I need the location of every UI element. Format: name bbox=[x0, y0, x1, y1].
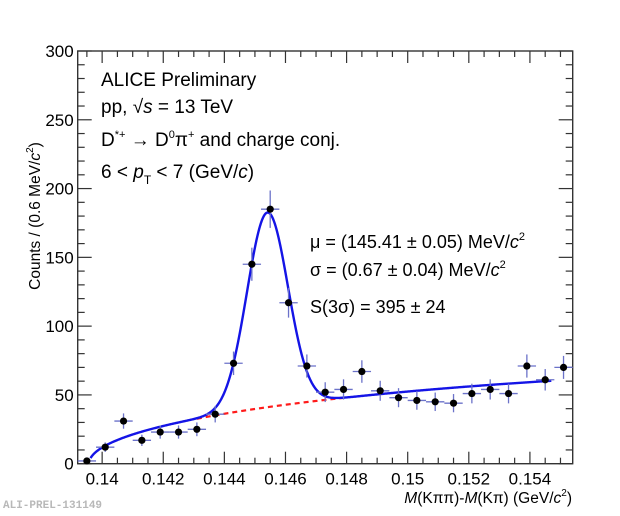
data-marker bbox=[138, 436, 146, 444]
x-tick-label: 0.152 bbox=[448, 470, 491, 489]
data-point bbox=[352, 360, 372, 383]
data-marker bbox=[193, 425, 201, 433]
y-tick-label: 50 bbox=[55, 386, 74, 405]
fit-curve bbox=[89, 211, 552, 459]
pt-range-label: 6 < pT < 7 (GeV/c) bbox=[101, 162, 254, 187]
y-tick-label: 0 bbox=[64, 455, 73, 474]
data-point bbox=[371, 380, 390, 401]
data-marker bbox=[523, 362, 531, 370]
y-tick-label: 100 bbox=[45, 317, 73, 336]
data-point bbox=[407, 391, 427, 410]
data-marker bbox=[321, 388, 329, 396]
y-tick-label: 300 bbox=[45, 42, 73, 61]
data-marker bbox=[119, 417, 128, 425]
system-label: pp, √s = 13 TeV bbox=[101, 97, 233, 118]
data-marker bbox=[358, 367, 366, 376]
fit-sigma-label: σ = (0.67 ± 0.04) MeV/c2 bbox=[310, 259, 506, 280]
data-marker bbox=[449, 399, 458, 407]
x-tick-label: 0.146 bbox=[264, 470, 307, 489]
x-axis-title: M(Kππ)-M(Kπ) (GeV/c2) bbox=[404, 488, 572, 507]
data-marker bbox=[541, 376, 549, 384]
data-point bbox=[426, 392, 445, 412]
x-tick-label: 0.142 bbox=[142, 470, 185, 489]
data-point bbox=[499, 383, 518, 404]
x-tick-label: 0.144 bbox=[203, 470, 246, 489]
data-point bbox=[187, 422, 207, 437]
data-point bbox=[114, 413, 133, 429]
data-marker bbox=[229, 359, 238, 367]
axis-ticks bbox=[77, 50, 573, 465]
data-point bbox=[151, 425, 170, 439]
svg-text:pp, √s = 13 TeV: pp, √s = 13 TeV bbox=[101, 97, 233, 118]
x-tick-label: 0.15 bbox=[391, 470, 424, 489]
data-point bbox=[242, 247, 262, 281]
data-marker bbox=[376, 387, 384, 395]
data-point bbox=[224, 351, 243, 376]
y-tick-label: 150 bbox=[45, 248, 73, 267]
data-point bbox=[334, 379, 353, 400]
data-point bbox=[206, 405, 225, 423]
decay-channel-label: D*+ → D0π+ and charge conj. bbox=[101, 129, 340, 151]
data-point bbox=[169, 425, 188, 439]
data-point bbox=[481, 379, 500, 400]
fit-signal-label: S(3σ) = 395 ± 24 bbox=[310, 297, 446, 317]
total-fit-line bbox=[89, 211, 552, 459]
data-marker bbox=[504, 389, 513, 398]
data-point bbox=[316, 382, 335, 403]
data-point bbox=[96, 442, 115, 452]
y-tick-label: 200 bbox=[45, 180, 73, 199]
experiment-label: ALICE Preliminary bbox=[101, 70, 257, 91]
data-marker bbox=[211, 410, 219, 418]
x-tick-label: 0.154 bbox=[509, 470, 552, 489]
data-point bbox=[536, 369, 555, 391]
data-marker bbox=[468, 389, 476, 398]
x-tick-label: 0.148 bbox=[325, 470, 368, 489]
background-curve bbox=[196, 396, 344, 420]
data-point bbox=[554, 355, 573, 379]
preliminary-figure-id: ALI-PREL-131149 bbox=[3, 500, 103, 512]
background-fit-line bbox=[196, 396, 344, 420]
data-marker bbox=[559, 363, 568, 372]
data-point bbox=[297, 354, 317, 378]
data-point bbox=[444, 394, 463, 413]
data-marker bbox=[339, 385, 348, 394]
data-point bbox=[517, 354, 537, 378]
sqrt-symbol: √ bbox=[133, 97, 144, 118]
y-tick-labels: 0 50 100 150 200 250 300 bbox=[45, 42, 73, 474]
data-point bbox=[389, 388, 408, 408]
x-tick-labels: 0.14 0.142 0.144 0.146 0.148 0.15 0.152 0.154 bbox=[86, 470, 552, 489]
y-tick-label: 250 bbox=[45, 111, 73, 130]
data-marker bbox=[266, 205, 274, 213]
data-point bbox=[279, 287, 298, 318]
data-marker bbox=[486, 385, 494, 394]
data-marker bbox=[413, 396, 421, 405]
x-tick-label: 0.14 bbox=[86, 470, 119, 489]
fit-mean-label: μ = (145.41 ± 0.05) MeV/c2 bbox=[310, 231, 525, 252]
data-points bbox=[77, 190, 573, 465]
data-marker bbox=[101, 443, 109, 451]
data-marker bbox=[156, 428, 164, 436]
data-point bbox=[261, 190, 280, 228]
data-marker bbox=[431, 398, 439, 406]
data-marker bbox=[248, 260, 256, 268]
data-marker bbox=[394, 394, 403, 402]
data-point bbox=[132, 434, 152, 446]
data-marker bbox=[174, 428, 183, 436]
data-marker bbox=[303, 362, 311, 370]
data-marker bbox=[83, 457, 91, 465]
y-axis-title: Counts / (0.6 MeV/c2) bbox=[25, 142, 44, 290]
data-point bbox=[77, 457, 97, 465]
data-point bbox=[462, 383, 482, 404]
data-marker bbox=[284, 299, 293, 307]
